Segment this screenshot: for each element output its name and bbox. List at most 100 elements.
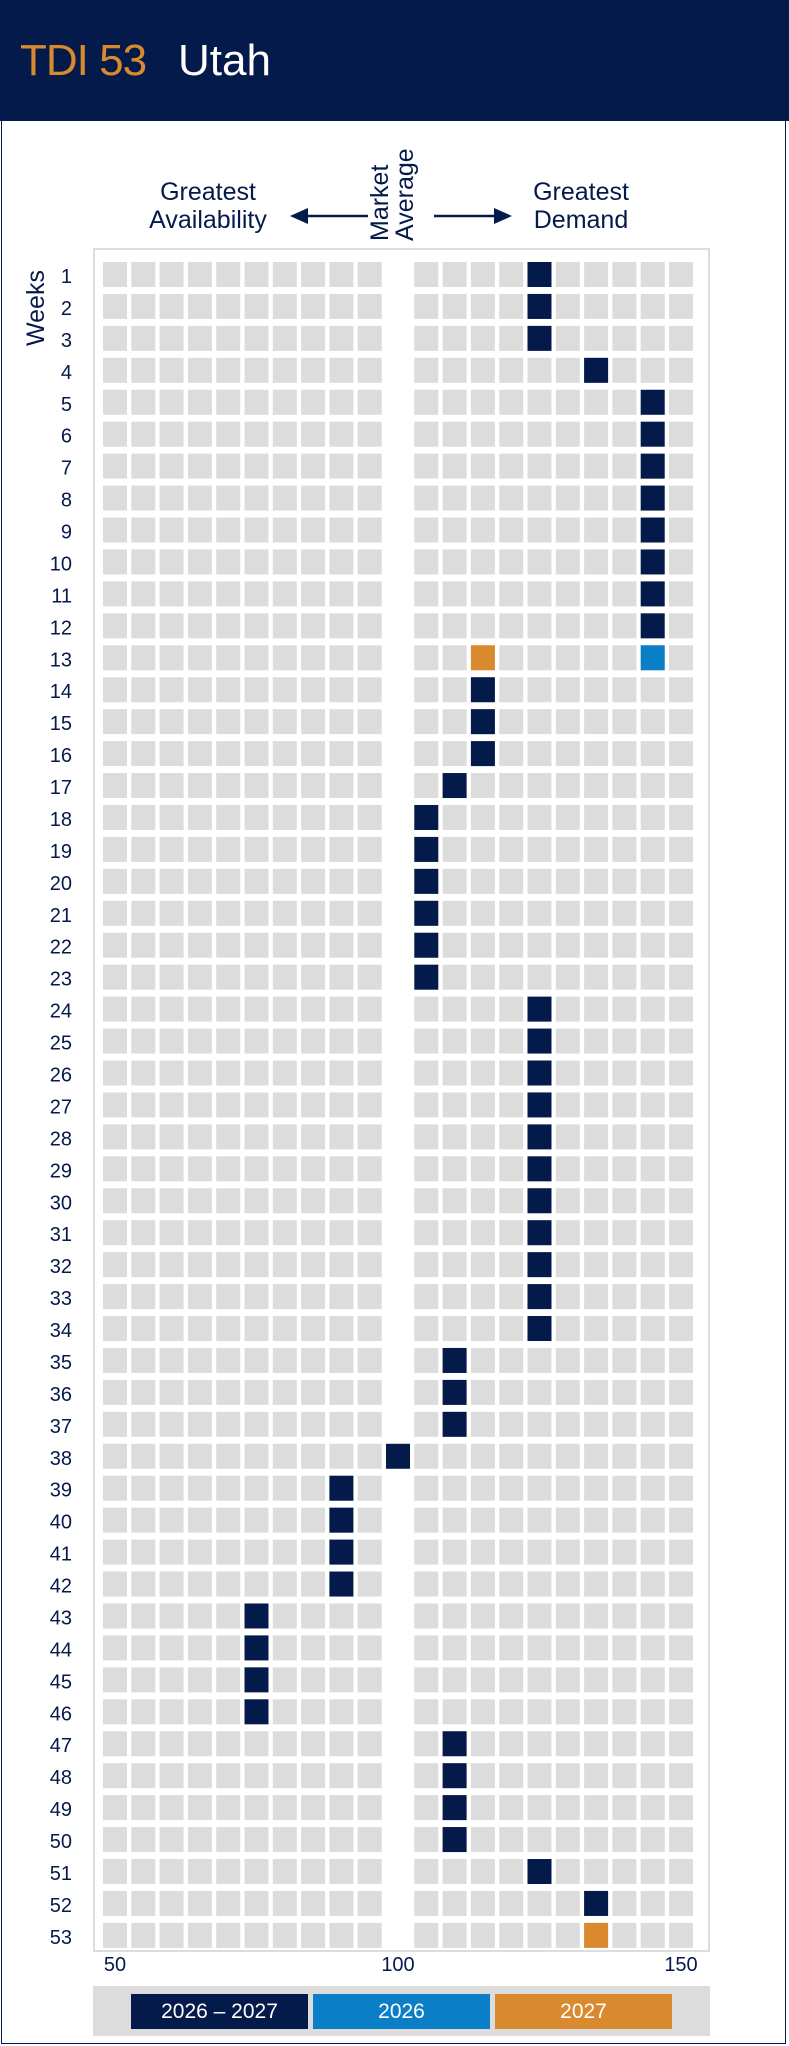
week-label: 11: [51, 585, 72, 607]
grid-cell: [555, 1763, 580, 1789]
week-marker: [470, 741, 495, 767]
grid-cell: [357, 581, 382, 607]
grid-cell: [187, 677, 212, 703]
grid-cell: [669, 804, 693, 830]
grid-cell: [499, 1827, 524, 1853]
grid-cell: [216, 453, 241, 479]
grid-cell: [103, 1092, 127, 1118]
grid-cell: [103, 868, 127, 894]
grid-cell: [103, 1220, 127, 1246]
grid-cell: [414, 1731, 439, 1757]
grid-cell: [216, 932, 241, 958]
grid-cell: [131, 804, 156, 830]
grid-cell: [131, 1827, 156, 1853]
grid-cell: [187, 741, 212, 767]
grid-cell: [527, 900, 552, 926]
grid-cell: [357, 1603, 382, 1629]
grid-cell: [640, 1667, 665, 1693]
grid-cell: [669, 325, 693, 351]
grid-cell: [640, 964, 665, 990]
grid-cell: [159, 1763, 184, 1789]
grid-cell: [669, 613, 693, 639]
grid-cell: [357, 868, 382, 894]
grid-cell: [669, 1603, 693, 1629]
grid-cell: [414, 1571, 439, 1597]
grid-cell: [470, 1539, 495, 1565]
grid-cell: [669, 964, 693, 990]
grid-cell: [187, 1731, 212, 1757]
grid-cell: [187, 868, 212, 894]
grid-cell: [357, 1922, 382, 1948]
grid-cell: [470, 549, 495, 575]
grid-cell: [329, 900, 354, 926]
grid-cell: [669, 836, 693, 862]
grid-cell: [216, 1859, 241, 1884]
grid-cell: [414, 645, 439, 671]
grid-cell: [301, 677, 326, 703]
grid-cell: [414, 1316, 439, 1342]
grid-cell: [244, 325, 269, 351]
grid-cell: [584, 773, 609, 799]
grid-cell: [159, 1092, 184, 1118]
grid-cell: [244, 1571, 269, 1597]
grid-cell: [499, 1443, 524, 1469]
grid-cell: [584, 485, 609, 511]
grid-cell: [301, 1635, 326, 1661]
grid-cell: [612, 1316, 637, 1342]
grid-cell: [357, 1635, 382, 1661]
grid-cell: [499, 964, 524, 990]
grid-cell: [640, 293, 665, 319]
grid-cell: [584, 709, 609, 735]
week-marker: [414, 804, 439, 830]
grid-cell: [244, 1827, 269, 1853]
grid-cell: [272, 1699, 297, 1725]
grid-cell: [527, 773, 552, 799]
grid-cell: [216, 1092, 241, 1118]
grid-cell: [244, 1252, 269, 1278]
grid-cell: [527, 1667, 552, 1693]
grid-cell: [555, 1539, 580, 1565]
greatest-demand-label: Greatest Demand: [533, 178, 629, 234]
grid-cell: [442, 293, 467, 319]
grid-cell: [216, 900, 241, 926]
grid-cell: [131, 1028, 156, 1054]
grid-cell: [612, 836, 637, 862]
grid-cell: [357, 517, 382, 543]
grid-cell: [272, 1859, 297, 1884]
grid-cell: [442, 1699, 467, 1725]
grid-cell: [301, 1475, 326, 1501]
grid-cell: [357, 1124, 382, 1150]
grid-cell: [414, 357, 439, 383]
grid-cell: [470, 1635, 495, 1661]
grid-cell: [244, 1124, 269, 1150]
grid-cell: [442, 1859, 467, 1884]
grid-cell: [131, 1539, 156, 1565]
grid-cell: [414, 1284, 439, 1310]
week-label: 37: [50, 1416, 72, 1438]
grid-cell: [272, 549, 297, 575]
grid-cell: [301, 1763, 326, 1789]
grid-cell: [159, 1347, 184, 1373]
grid-cell: [357, 1827, 382, 1853]
grid-cell: [357, 1571, 382, 1597]
week-label: 46: [50, 1703, 72, 1725]
grid-cell: [301, 1571, 326, 1597]
week-marker: [244, 1635, 269, 1661]
week-marker: [640, 549, 665, 575]
grid-cell: [584, 1316, 609, 1342]
week-label: 33: [50, 1288, 72, 1310]
grid-cell: [555, 1731, 580, 1757]
grid-cell: [244, 1795, 269, 1821]
grid-cell: [612, 709, 637, 735]
grid-cell: [470, 932, 495, 958]
grid-cell: [612, 1571, 637, 1597]
grid-cell: [131, 900, 156, 926]
grid-cell: [103, 932, 127, 958]
grid-cell: [272, 613, 297, 639]
grid-cell: [555, 1316, 580, 1342]
grid-cell: [272, 1220, 297, 1246]
grid-cell: [555, 549, 580, 575]
grid-cell: [244, 517, 269, 543]
grid-cell: [329, 1252, 354, 1278]
grid-cell: [272, 1188, 297, 1214]
